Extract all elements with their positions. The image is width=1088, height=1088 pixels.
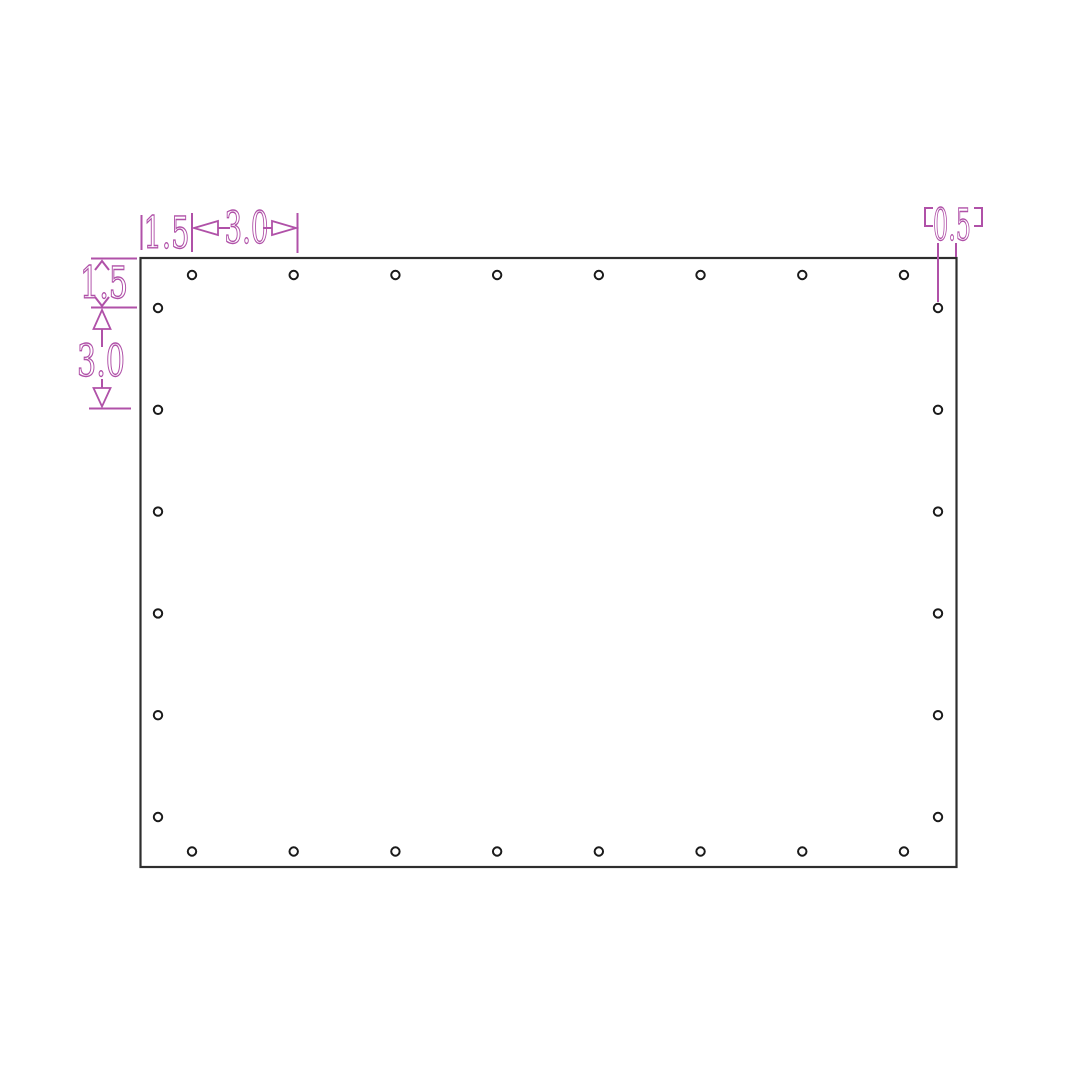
grommet-hole [390,846,401,857]
panel-outline [139,256,958,869]
grommet-hole [152,811,164,823]
dimension-right-inset: 0.5 [924,199,983,302]
dim-label-right-inset: 0.5 [933,200,971,251]
bracket-tick-right-icon [974,207,983,227]
dimension-top-horizontal: 1.5 3.0 [140,202,300,260]
grommet-hole [491,269,503,281]
dimension-left-vertical: 1.5 3.0 [76,257,137,410]
grommet-hole [152,506,164,517]
dim-label-top-edge-offset: 1.5 [144,208,190,259]
grommets [152,269,944,857]
grommet-hole [898,846,910,857]
arrowhead-down-icon [92,387,112,409]
grommet-hole [932,506,944,517]
grommet-hole [695,846,706,857]
grommet-hole [932,811,944,823]
grommet-hole [390,269,401,281]
grommet-hole [152,302,164,314]
caret-up-icon [94,259,110,271]
caret-down-icon [94,296,110,308]
grommet-hole [152,404,164,415]
arrowhead-up-icon [92,307,112,330]
grommet-hole [288,269,299,281]
grommet-hole [152,608,164,619]
grommet-hole [932,710,944,721]
grommet-hole [932,302,944,314]
grommet-hole [695,269,706,281]
arrowhead-left-icon [190,219,219,237]
grommet-hole [491,846,503,857]
arrowhead-right-icon [271,219,300,237]
grommet-hole [186,269,198,281]
grommet-hole [593,846,605,857]
grommet-hole [932,608,944,619]
grommet-hole [288,846,299,857]
grommet-hole [932,404,944,415]
grommet-hole [593,269,605,281]
bracket-tick-left-icon [924,207,933,227]
dim-label-side-edge-offset: 1.5 [80,258,128,309]
grommet-hole [797,269,808,281]
dim-label-top-spacing: 3.0 [225,203,269,254]
dim-label-side-spacing: 3.0 [77,336,125,387]
grommet-hole [186,846,198,857]
grommet-hole [152,710,164,721]
grommet-hole [797,846,808,857]
grommet-hole [898,269,910,281]
